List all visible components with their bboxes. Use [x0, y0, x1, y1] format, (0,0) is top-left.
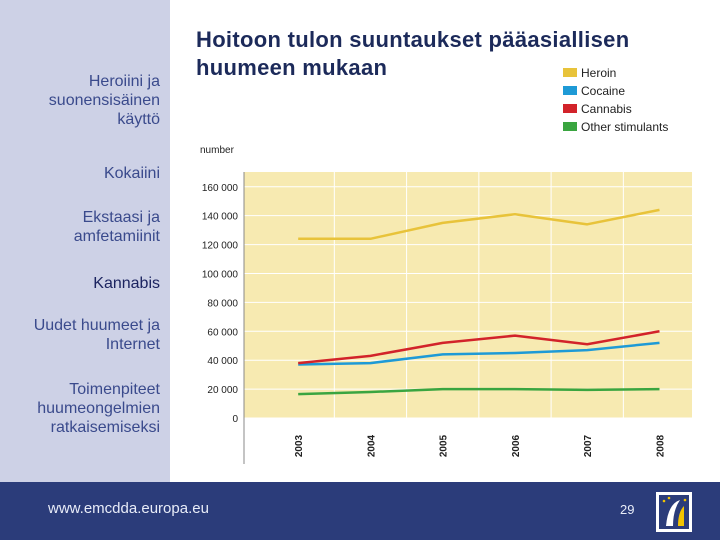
emcdda-logo-icon [656, 492, 692, 532]
chart-series [298, 208, 660, 396]
series-line-cocaine [298, 341, 660, 366]
footer: www.emcdda.europa.eu 29 [0, 482, 720, 540]
series-line-cannabis [298, 330, 660, 365]
x-tick-label: 2008 [655, 434, 666, 457]
y-tick-label: 100 000 [202, 269, 239, 280]
y-tick-label: 60 000 [207, 327, 238, 338]
y-axis-label: number [200, 145, 235, 156]
sidebar-nav: Heroiini ja suonensisäinen käyttö Kokaii… [0, 0, 170, 482]
y-tick-label: 20 000 [207, 385, 238, 396]
sidebar-item-kokaiini[interactable]: Kokaiini [103, 165, 160, 182]
y-tick-label: 0 [232, 414, 238, 425]
legend-swatch [563, 68, 577, 77]
sidebar-item-toimenpiteet[interactable]: Toimenpiteet huumeongelmien ratkaisemise… [37, 381, 160, 436]
y-tick-label: 40 000 [207, 356, 238, 367]
x-tick-label: 2006 [511, 434, 522, 457]
page-number: 29 [620, 502, 635, 517]
legend-swatch [563, 86, 577, 95]
x-tick-label: 2005 [439, 434, 450, 457]
legend-label: Other stimulants [581, 120, 668, 134]
legend-label: Cocaine [581, 84, 625, 98]
legend-swatch [563, 122, 577, 131]
line-chart: 160 000 140 000 120 000 100 000 80 000 60 000… [200, 66, 697, 464]
series-line-other-stimulants [298, 387, 660, 396]
series-line-heroin [298, 208, 660, 241]
sidebar-item-heroiini[interactable]: Heroiini ja suonensisäinen käyttö [48, 73, 160, 128]
footer-url-link[interactable]: www.emcdda.europa.eu [48, 500, 209, 517]
slide-title: Hoitoon tulon suuntaukset pääasiallisen … [196, 27, 630, 80]
chart-legend: Heroin Cocaine Cannabis Other stimulants [563, 66, 668, 134]
chart-grid [243, 172, 697, 464]
sidebar-item-uudet-huumeet[interactable]: Uudet huumeet ja Internet [33, 317, 160, 353]
legend-swatch [563, 104, 577, 113]
x-tick-label: 2004 [366, 434, 377, 457]
y-tick-label: 80 000 [207, 298, 238, 309]
y-tick-label: 120 000 [202, 241, 239, 252]
x-tick-label: 2007 [583, 434, 594, 457]
legend-label: Heroin [581, 66, 616, 80]
sidebar-item-kannabis[interactable]: Kannabis [93, 275, 160, 292]
y-tick-label: 160 000 [202, 183, 239, 194]
legend-label: Cannabis [581, 102, 632, 116]
y-tick-label: 140 000 [202, 212, 239, 223]
y-axis-ticks: 160 000 140 000 120 000 100 000 80 000 60 000… [202, 183, 239, 425]
x-tick-label: 2003 [294, 434, 305, 457]
sidebar-item-ekstaasi[interactable]: Ekstaasi ja amfetamiinit [73, 209, 160, 245]
x-axis-ticks: 2003 2004 2005 2006 2007 2008 [294, 434, 666, 457]
plot-background [244, 172, 692, 418]
